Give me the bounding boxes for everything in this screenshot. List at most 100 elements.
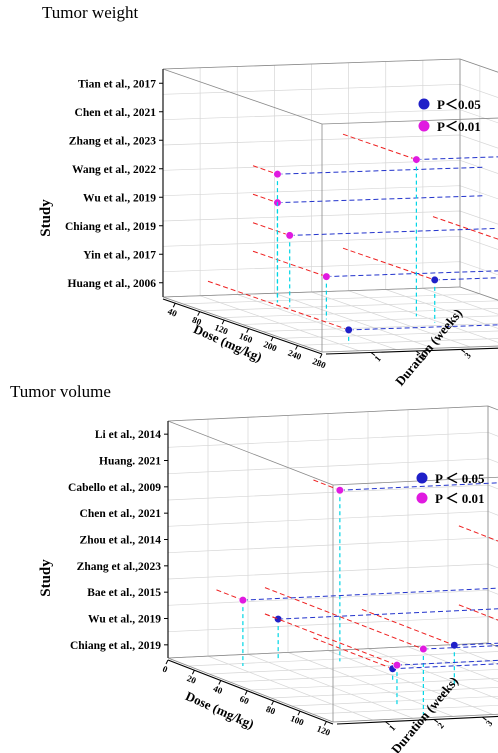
box-edge — [321, 117, 498, 125]
dose-tick-label: 0 — [161, 664, 169, 675]
study-tick-label: Zhang et al.,2023 — [77, 561, 162, 573]
grid-line — [385, 289, 498, 329]
duration-axis-line — [336, 715, 498, 725]
dose-tick-mark — [270, 336, 274, 342]
grid-line — [229, 669, 498, 683]
data-point — [392, 661, 402, 670]
grid-line — [282, 330, 498, 339]
dose-tick-mark — [172, 303, 176, 308]
grid-line — [459, 286, 498, 301]
dose-tick-mark — [165, 659, 169, 665]
box-edge — [167, 657, 334, 723]
dose-tick-mark — [271, 700, 275, 706]
dose-tick-label: 160 — [238, 331, 255, 346]
dose-projection-line — [458, 604, 498, 621]
study-tick-label: Yin et al., 2017 — [83, 249, 156, 261]
duration-tick-label: 1 — [387, 722, 398, 732]
dose-projection-line — [252, 250, 327, 278]
dose-tick-label: 40 — [212, 683, 225, 696]
study-tick-label: Wang et al., 2022 — [72, 164, 156, 176]
data-point — [322, 272, 331, 281]
duration-tick-mark — [370, 352, 376, 356]
dose-tick-label: 120 — [315, 723, 332, 738]
box-edge — [167, 405, 489, 422]
data-point — [274, 614, 283, 624]
box-edge — [459, 286, 498, 301]
legend-marker-p001 — [418, 120, 430, 132]
chart-title: Tumor weight — [42, 3, 138, 22]
legend-marker-p001 — [416, 492, 428, 504]
duration-projection-line — [277, 166, 485, 175]
data-point — [285, 231, 294, 240]
study-tick-label: Wu et al., 2019 — [83, 192, 156, 204]
box-edge — [332, 713, 498, 723]
grid-line — [162, 185, 498, 200]
box-edge — [167, 642, 489, 659]
duration-projection-line — [396, 659, 498, 666]
dose-tick-label: 80 — [191, 315, 204, 328]
study-tick-label: Wu et al., 2019 — [88, 614, 161, 626]
dose-projection-line — [252, 165, 278, 175]
grid-line — [162, 134, 498, 149]
legend-label-p005: P＜0.05 — [437, 97, 481, 112]
grid-line — [348, 290, 498, 343]
duration-projection-line — [242, 587, 498, 601]
study-tick-label: Zhou et al., 2014 — [80, 535, 162, 547]
legend-marker-p005 — [418, 98, 430, 110]
dose-tick-label: 100 — [289, 713, 306, 728]
dose-projection-line — [207, 280, 349, 331]
study-tick-label: Tian et al., 2017 — [78, 78, 156, 90]
grid-line — [422, 287, 498, 315]
duration-tick-mark — [433, 719, 439, 723]
grid-line — [162, 235, 498, 250]
grid-line — [162, 210, 498, 225]
duration-projection-line — [434, 277, 498, 281]
dose-tick-mark — [323, 721, 327, 726]
dose-projection-line — [432, 216, 498, 240]
dose-axis-line — [162, 298, 323, 355]
study-tick-label: Huang. 2021 — [99, 456, 161, 468]
tumor-volume-chart: Tumor volume Chiang et al., 2019 Wu et al… — [10, 382, 498, 753]
study-tick-label: Cabello et al., 2009 — [68, 482, 161, 494]
duration-tick-label: 1 — [372, 353, 383, 363]
grid-line — [162, 261, 498, 276]
legend-label-p001: P＜0.01 — [437, 119, 481, 134]
legend-marker-p005 — [416, 472, 428, 484]
dose-projection-line — [361, 608, 455, 646]
box-edge — [162, 58, 461, 70]
box-edge — [321, 345, 498, 353]
duration-projection-line — [277, 195, 485, 204]
dose-tick-mark — [221, 319, 225, 325]
dose-tick-label: 20 — [185, 673, 198, 686]
box-edge — [162, 286, 461, 298]
dose-tick-mark — [319, 353, 323, 359]
legend-label-p001: P ＜ 0.01 — [435, 491, 484, 506]
box-edge — [332, 476, 498, 486]
y-axis-title: Duration (weeks) — [388, 674, 461, 753]
grid-line — [327, 650, 494, 715]
duration-projection-line — [416, 156, 498, 161]
grid-line — [407, 646, 498, 683]
duration-tick-label: 2 — [435, 720, 446, 730]
data-point — [344, 325, 353, 334]
dose-tick-mark — [191, 670, 195, 675]
data-point — [238, 596, 247, 605]
dose-projection-line — [313, 479, 341, 491]
legend-label-p005: P ＜ 0.05 — [435, 471, 485, 486]
dose-tick-label: 200 — [262, 339, 279, 354]
data-point — [273, 170, 282, 179]
grid-line — [271, 687, 498, 699]
dose-projection-line — [342, 133, 417, 161]
study-tick-label: Chiang et al., 2019 — [65, 221, 156, 233]
data-point — [430, 275, 439, 285]
box-edge — [162, 68, 323, 125]
box-edge — [167, 420, 334, 486]
dose-tick-label: 120 — [213, 322, 230, 337]
study-tick-label: Chiang et al., 2019 — [70, 640, 161, 652]
duration-tick-label: 3 — [484, 718, 495, 728]
duration-tick-mark — [415, 350, 421, 355]
grid-line — [250, 678, 498, 691]
duration-tick-mark — [385, 721, 390, 726]
duration-projection-line — [326, 270, 498, 278]
